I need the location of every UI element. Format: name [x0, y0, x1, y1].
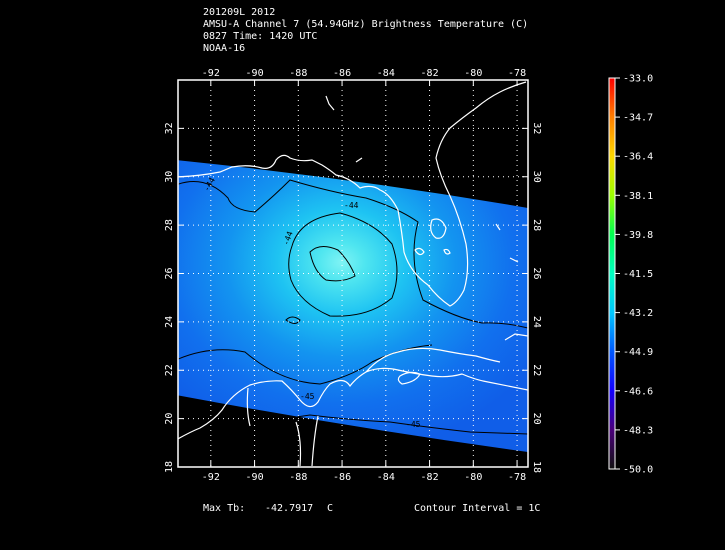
colorbar-label: -33.0 [623, 74, 653, 85]
lat-tick-label-right: 24 [531, 316, 542, 328]
contour-label: -44 [344, 201, 359, 210]
lat-tick-label-right: 22 [531, 364, 542, 376]
colorbar-label: -39.8 [623, 230, 653, 241]
lat-tick-label-left: 18 [164, 461, 175, 473]
lon-tick-label-top: -86 [333, 68, 351, 79]
contour-label: -45 [300, 392, 315, 401]
lon-tick-label-bottom: -80 [464, 472, 482, 483]
lat-tick-label-right: 20 [531, 413, 542, 425]
lon-tick-label-top: -80 [464, 68, 482, 79]
colorbar-label: -50.0 [623, 465, 653, 476]
lon-tick-label-bottom: -84 [377, 472, 395, 483]
lon-tick-label-bottom: -92 [202, 472, 220, 483]
lat-tick-label-left: 26 [164, 267, 175, 279]
colorbar-label: -43.2 [623, 308, 653, 319]
lat-tick-label-left: 24 [164, 316, 175, 328]
contour-interval: Contour Interval = 1C [414, 503, 541, 514]
lon-tick-label-bottom: -90 [246, 472, 264, 483]
axis-ticks: -92 -92 -90 -90 -88 -88 -86 -86 -84 -84 -82 -82 -80 -… [164, 68, 542, 483]
lon-tick-label-top: -82 [421, 68, 439, 79]
lat-tick-label-left: 30 [164, 171, 175, 183]
lat-tick-label-left: 32 [164, 122, 175, 134]
lat-tick-label-right: 28 [531, 219, 542, 231]
lon-tick-label-top: -78 [508, 68, 526, 79]
colorbar [608, 77, 616, 470]
lat-tick-label-left: 20 [164, 413, 175, 425]
lat-tick-label-right: 30 [531, 171, 542, 183]
coastlines [178, 81, 528, 467]
colorbar-label: -48.3 [623, 425, 653, 436]
header-satellite: NOAA-16 [203, 43, 246, 54]
lat-tick-label-right: 32 [531, 122, 542, 134]
lat-tick-label-left: 28 [164, 219, 175, 231]
colorbar-labels: -33.0 -34.7 -36.4 -38.1 -39.8 -41.5 -43.2 -44.9… [615, 74, 653, 476]
lon-tick-label-bottom: -88 [289, 472, 307, 483]
lon-tick-label-top: -92 [202, 68, 220, 79]
lon-tick-label-bottom: -82 [421, 472, 439, 483]
satellite-swath [178, 160, 528, 452]
max-tb-unit: C [327, 503, 334, 514]
lat-tick-label-right: 18 [531, 461, 542, 473]
header-product: AMSU-A Channel 7 (54.94GHz) Brightness T… [203, 19, 529, 30]
lon-tick-label-top: -90 [246, 68, 264, 79]
lon-tick-label-bottom: -86 [333, 472, 351, 483]
colorbar-label: -38.1 [623, 191, 653, 202]
lon-tick-label-top: -84 [377, 68, 395, 79]
contour-label: -45 [406, 420, 421, 429]
colorbar-label: -34.7 [623, 113, 653, 124]
max-tb-value: -42.7917 [265, 503, 314, 514]
lat-tick-label-left: 22 [164, 364, 175, 376]
colorbar-label: -44.9 [623, 347, 653, 358]
header-time: 0827 Time: 1420 UTC [203, 31, 318, 42]
header-title: 201209L 2012 [203, 7, 276, 18]
lon-tick-label-top: -88 [289, 68, 307, 79]
colorbar-label: -36.4 [623, 152, 653, 163]
lon-tick-label-bottom: -78 [508, 472, 526, 483]
max-tb-label: Max Tb: [203, 503, 246, 514]
lat-tick-label-right: 26 [531, 267, 542, 279]
colorbar-label: -41.5 [623, 269, 653, 280]
colorbar-label: -46.6 [623, 386, 653, 397]
